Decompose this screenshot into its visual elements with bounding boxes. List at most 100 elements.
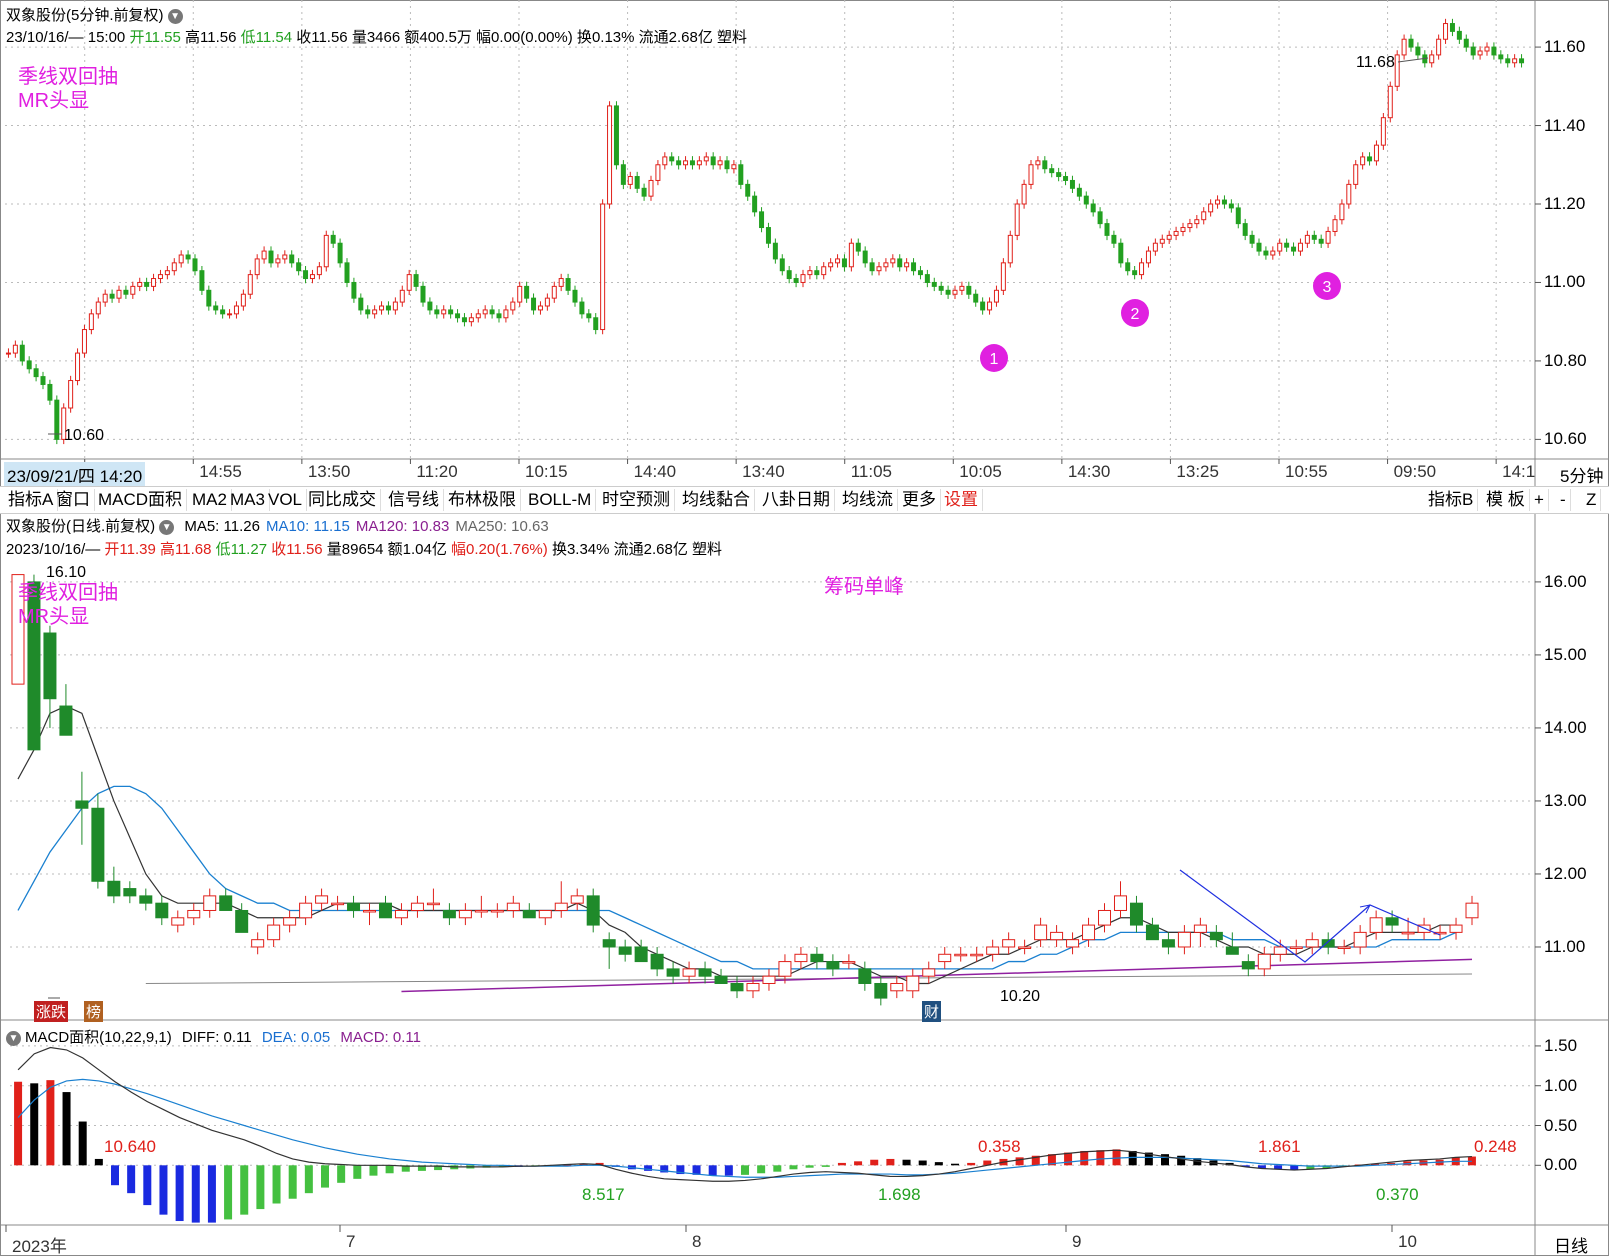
toolbar-right-item[interactable]: -	[1556, 489, 1571, 511]
candle-body	[1069, 179, 1075, 189]
y-tick-label: 14.00	[1544, 717, 1587, 737]
macd-bar	[1096, 1150, 1105, 1166]
candle-body	[107, 880, 121, 897]
candle-body	[1139, 262, 1145, 276]
candle-body	[786, 270, 792, 280]
candle-body	[68, 380, 74, 409]
macd-bar	[1306, 1165, 1315, 1170]
toolbar-right-item[interactable]: 模 板	[1482, 489, 1530, 511]
x-tick-label: 09:50	[1393, 462, 1437, 481]
candle-body	[522, 909, 536, 919]
macd-bar	[288, 1165, 297, 1199]
cursor-time-label: 23/09/21/四 14:20	[4, 462, 146, 487]
candle-body	[634, 946, 648, 963]
macd-bar	[854, 1161, 863, 1166]
toolbar-right-item[interactable]: Z	[1582, 489, 1602, 511]
toolbar-item[interactable]: 布林极限	[444, 489, 521, 511]
candle-body	[1519, 58, 1525, 64]
candle-body	[959, 285, 965, 291]
chevron-down-icon[interactable]: ▼	[167, 8, 183, 24]
candle-body	[5, 352, 11, 355]
candle-body	[730, 982, 744, 992]
bang-badge[interactable]: 榜	[84, 1001, 104, 1022]
macd-bar	[46, 1080, 55, 1166]
toolbar-item[interactable]: 窗口	[52, 489, 95, 511]
macd-bar	[1031, 1155, 1040, 1166]
candle-body	[268, 250, 274, 264]
candle-body	[11, 574, 25, 685]
candle-body	[794, 953, 808, 963]
macd-bar	[1177, 1155, 1186, 1166]
toolbar-item[interactable]: 信号线	[384, 489, 444, 511]
toolbar-item[interactable]: MACD面积	[94, 489, 188, 511]
toolbar-right-item[interactable]: 指标B	[1424, 489, 1479, 511]
macd-bar	[14, 1081, 23, 1166]
candle-body	[1125, 262, 1131, 272]
y-tick-label: 11.20	[1544, 194, 1586, 213]
toolbar-item[interactable]: BOLL-M	[524, 489, 597, 511]
toolbar-item[interactable]: VOL	[264, 489, 308, 511]
candle-body	[282, 254, 288, 260]
toolbar-item[interactable]: MA2	[188, 489, 232, 511]
toolbar-item[interactable]: 更多	[898, 489, 941, 511]
daily-ma-item: MA250: 10.63	[455, 518, 549, 535]
candle-body	[192, 258, 198, 272]
candle-body	[1367, 156, 1373, 162]
x-tick-label: 9	[1072, 1232, 1082, 1251]
candle-body	[1111, 234, 1117, 244]
toolbar-item[interactable]: 同比成交	[304, 489, 381, 511]
candle-body	[219, 895, 233, 911]
macd-area-label: 0.358	[978, 1137, 1021, 1156]
high-arrow	[1397, 57, 1429, 63]
y-tick-label: 11.00	[1544, 272, 1586, 292]
candle-body	[1277, 242, 1283, 252]
intraday-info-item: 23/10/16/— 15:00	[6, 29, 130, 46]
toolbar-item[interactable]: 时空预测	[598, 489, 675, 511]
candle-body	[1505, 58, 1511, 64]
candle-body	[1021, 183, 1027, 205]
candle-body	[1456, 30, 1462, 40]
candle-body	[406, 274, 412, 291]
candle-body	[474, 909, 488, 913]
candle-body	[538, 909, 552, 919]
chevron-down-icon[interactable]: ▼	[159, 519, 175, 535]
candle-body	[1235, 207, 1241, 225]
candle-body	[1385, 917, 1399, 926]
candle-body	[1373, 144, 1379, 162]
candle-body	[906, 975, 920, 992]
candle-body	[12, 344, 18, 354]
candle-body	[973, 293, 979, 303]
toolbar-item[interactable]: 均线流	[838, 489, 898, 511]
candle-body	[945, 289, 951, 295]
toolbar-item[interactable]: MA3	[226, 489, 270, 511]
zhangdie-badge[interactable]: 涨跌	[34, 1001, 69, 1022]
macd-bar	[1128, 1150, 1137, 1166]
toolbar-item[interactable]: 均线黏合	[678, 489, 755, 511]
candle-body	[1201, 211, 1207, 221]
macd-bar	[934, 1162, 943, 1166]
candle-body	[461, 317, 467, 323]
toolbar-item[interactable]: 八卦日期	[758, 489, 835, 511]
macd-period-label[interactable]: 日线	[1554, 1237, 1588, 1256]
daily-low-label: 10.20	[1000, 988, 1041, 1005]
candle-body	[1035, 160, 1041, 166]
candle-body	[593, 317, 599, 331]
toolbar-item[interactable]: 设置	[940, 489, 983, 511]
finance-badge[interactable]: 财	[922, 1001, 942, 1022]
candle-body	[323, 234, 329, 268]
candle-body	[47, 383, 53, 401]
candle-body	[922, 968, 936, 977]
toolbar-right-item[interactable]: +	[1530, 489, 1549, 511]
candle-body	[586, 895, 600, 926]
intraday-period-label[interactable]: 5分钟	[1560, 467, 1604, 486]
candle-body	[139, 895, 153, 904]
candle-body	[662, 156, 668, 166]
candle-body	[1401, 931, 1415, 935]
candle-body	[980, 301, 986, 311]
candle-body	[233, 305, 239, 315]
candle-body	[240, 293, 246, 307]
toolbar-item[interactable]: 指标A	[4, 489, 59, 511]
candle-body	[1360, 156, 1366, 166]
chevron-down-icon[interactable]: ▼	[6, 1030, 21, 1046]
